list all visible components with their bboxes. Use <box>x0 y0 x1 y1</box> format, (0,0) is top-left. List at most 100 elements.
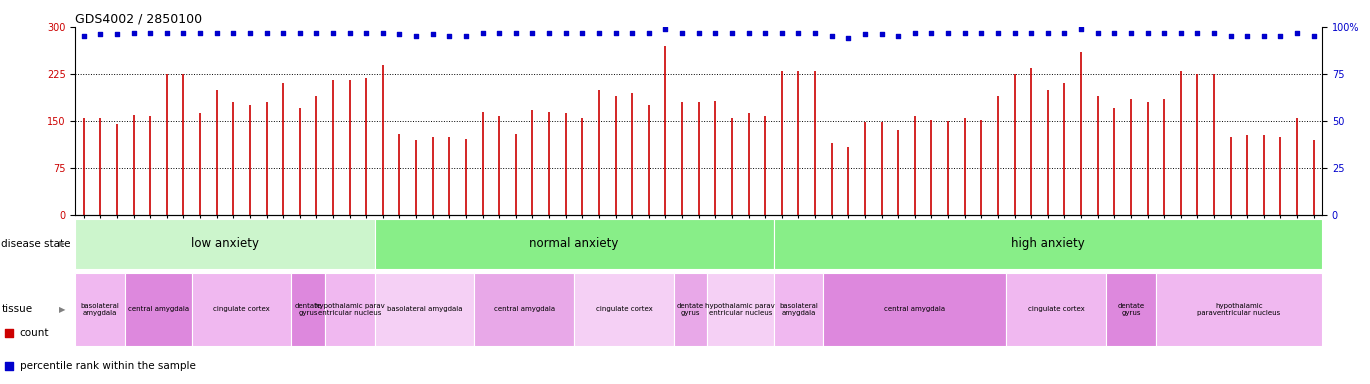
Point <box>189 30 211 36</box>
Point <box>1186 30 1208 36</box>
Bar <box>125 273 192 346</box>
Point <box>555 30 577 36</box>
Point <box>1170 30 1192 36</box>
Point <box>522 30 544 36</box>
Point <box>671 30 693 36</box>
Point <box>921 30 943 36</box>
Text: low anxiety: low anxiety <box>190 237 259 250</box>
Point <box>173 30 195 36</box>
Point <box>704 30 726 36</box>
Text: hypothalamic parav
entricular nucleus: hypothalamic parav entricular nucleus <box>315 303 385 316</box>
Point <box>721 30 743 36</box>
Point <box>438 33 460 40</box>
Point <box>506 30 527 36</box>
Point <box>73 33 95 40</box>
Point <box>1103 30 1125 36</box>
Text: cingulate cortex: cingulate cortex <box>1028 306 1085 312</box>
Point <box>604 30 626 36</box>
Bar <box>325 273 374 346</box>
Point <box>140 30 162 36</box>
Text: dentate
gyrus: dentate gyrus <box>677 303 704 316</box>
Bar <box>774 219 1322 269</box>
Text: high anxiety: high anxiety <box>1011 237 1085 250</box>
Bar <box>823 273 1006 346</box>
Point <box>1203 30 1225 36</box>
Text: hypothalamic
paraventricular nucleus: hypothalamic paraventricular nucleus <box>1197 303 1281 316</box>
Point <box>238 30 260 36</box>
Point <box>306 30 327 36</box>
Text: dentate
gyrus: dentate gyrus <box>295 303 322 316</box>
Bar <box>1106 273 1156 346</box>
Point <box>1021 30 1043 36</box>
Text: tissue: tissue <box>1 304 33 314</box>
Bar <box>75 273 125 346</box>
Text: hypothalamic parav
entricular nucleus: hypothalamic parav entricular nucleus <box>706 303 775 316</box>
Text: GDS4002 / 2850100: GDS4002 / 2850100 <box>75 13 203 26</box>
Point <box>538 30 560 36</box>
Point <box>206 30 227 36</box>
Bar <box>1006 273 1106 346</box>
Text: percentile rank within the sample: percentile rank within the sample <box>19 361 196 371</box>
Text: basolateral amygdala: basolateral amygdala <box>386 306 462 312</box>
Point <box>904 30 926 36</box>
Point <box>1119 30 1141 36</box>
Point <box>937 30 959 36</box>
Point <box>0 330 19 336</box>
Text: disease state: disease state <box>1 239 71 249</box>
Text: ▶: ▶ <box>59 239 66 248</box>
Point <box>588 30 610 36</box>
Point <box>256 30 278 36</box>
Point <box>1137 30 1159 36</box>
Point <box>1303 33 1325 40</box>
Point <box>322 30 344 36</box>
Point <box>371 30 393 36</box>
Bar <box>75 219 374 269</box>
Point <box>821 33 843 40</box>
Point <box>1070 26 1092 32</box>
Point <box>804 30 826 36</box>
Point <box>986 30 1008 36</box>
Point <box>655 26 677 32</box>
Point <box>1270 33 1292 40</box>
Text: ▶: ▶ <box>59 305 66 314</box>
Text: central amygdala: central amygdala <box>884 306 945 312</box>
Point <box>954 30 975 36</box>
Bar <box>474 273 574 346</box>
Text: central amygdala: central amygdala <box>493 306 555 312</box>
Point <box>755 30 777 36</box>
Bar <box>292 273 325 346</box>
Text: basolateral
amygdala: basolateral amygdala <box>780 303 818 316</box>
Point <box>737 30 759 36</box>
Point <box>1219 33 1241 40</box>
Point <box>105 31 127 38</box>
Text: normal anxiety: normal anxiety <box>529 237 619 250</box>
Bar <box>774 273 823 346</box>
Text: dentate
gyrus: dentate gyrus <box>1118 303 1144 316</box>
Point <box>389 31 411 38</box>
Point <box>1154 30 1175 36</box>
Point <box>1286 30 1308 36</box>
Point <box>338 30 360 36</box>
Point <box>122 30 144 36</box>
Bar <box>374 219 774 269</box>
Bar <box>674 273 707 346</box>
Point <box>1236 33 1258 40</box>
Point <box>1004 30 1026 36</box>
Point <box>888 33 910 40</box>
Bar <box>374 273 474 346</box>
Point <box>638 30 660 36</box>
Point <box>273 30 295 36</box>
Point <box>488 30 510 36</box>
Point <box>771 30 793 36</box>
Text: basolateral
amygdala: basolateral amygdala <box>81 303 119 316</box>
Point <box>970 30 992 36</box>
Point <box>571 30 593 36</box>
Point <box>289 30 311 36</box>
Point <box>222 30 244 36</box>
Point <box>788 30 810 36</box>
Point <box>837 35 859 41</box>
Bar <box>574 273 674 346</box>
Point <box>870 31 892 38</box>
Bar <box>707 273 774 346</box>
Point <box>355 30 377 36</box>
